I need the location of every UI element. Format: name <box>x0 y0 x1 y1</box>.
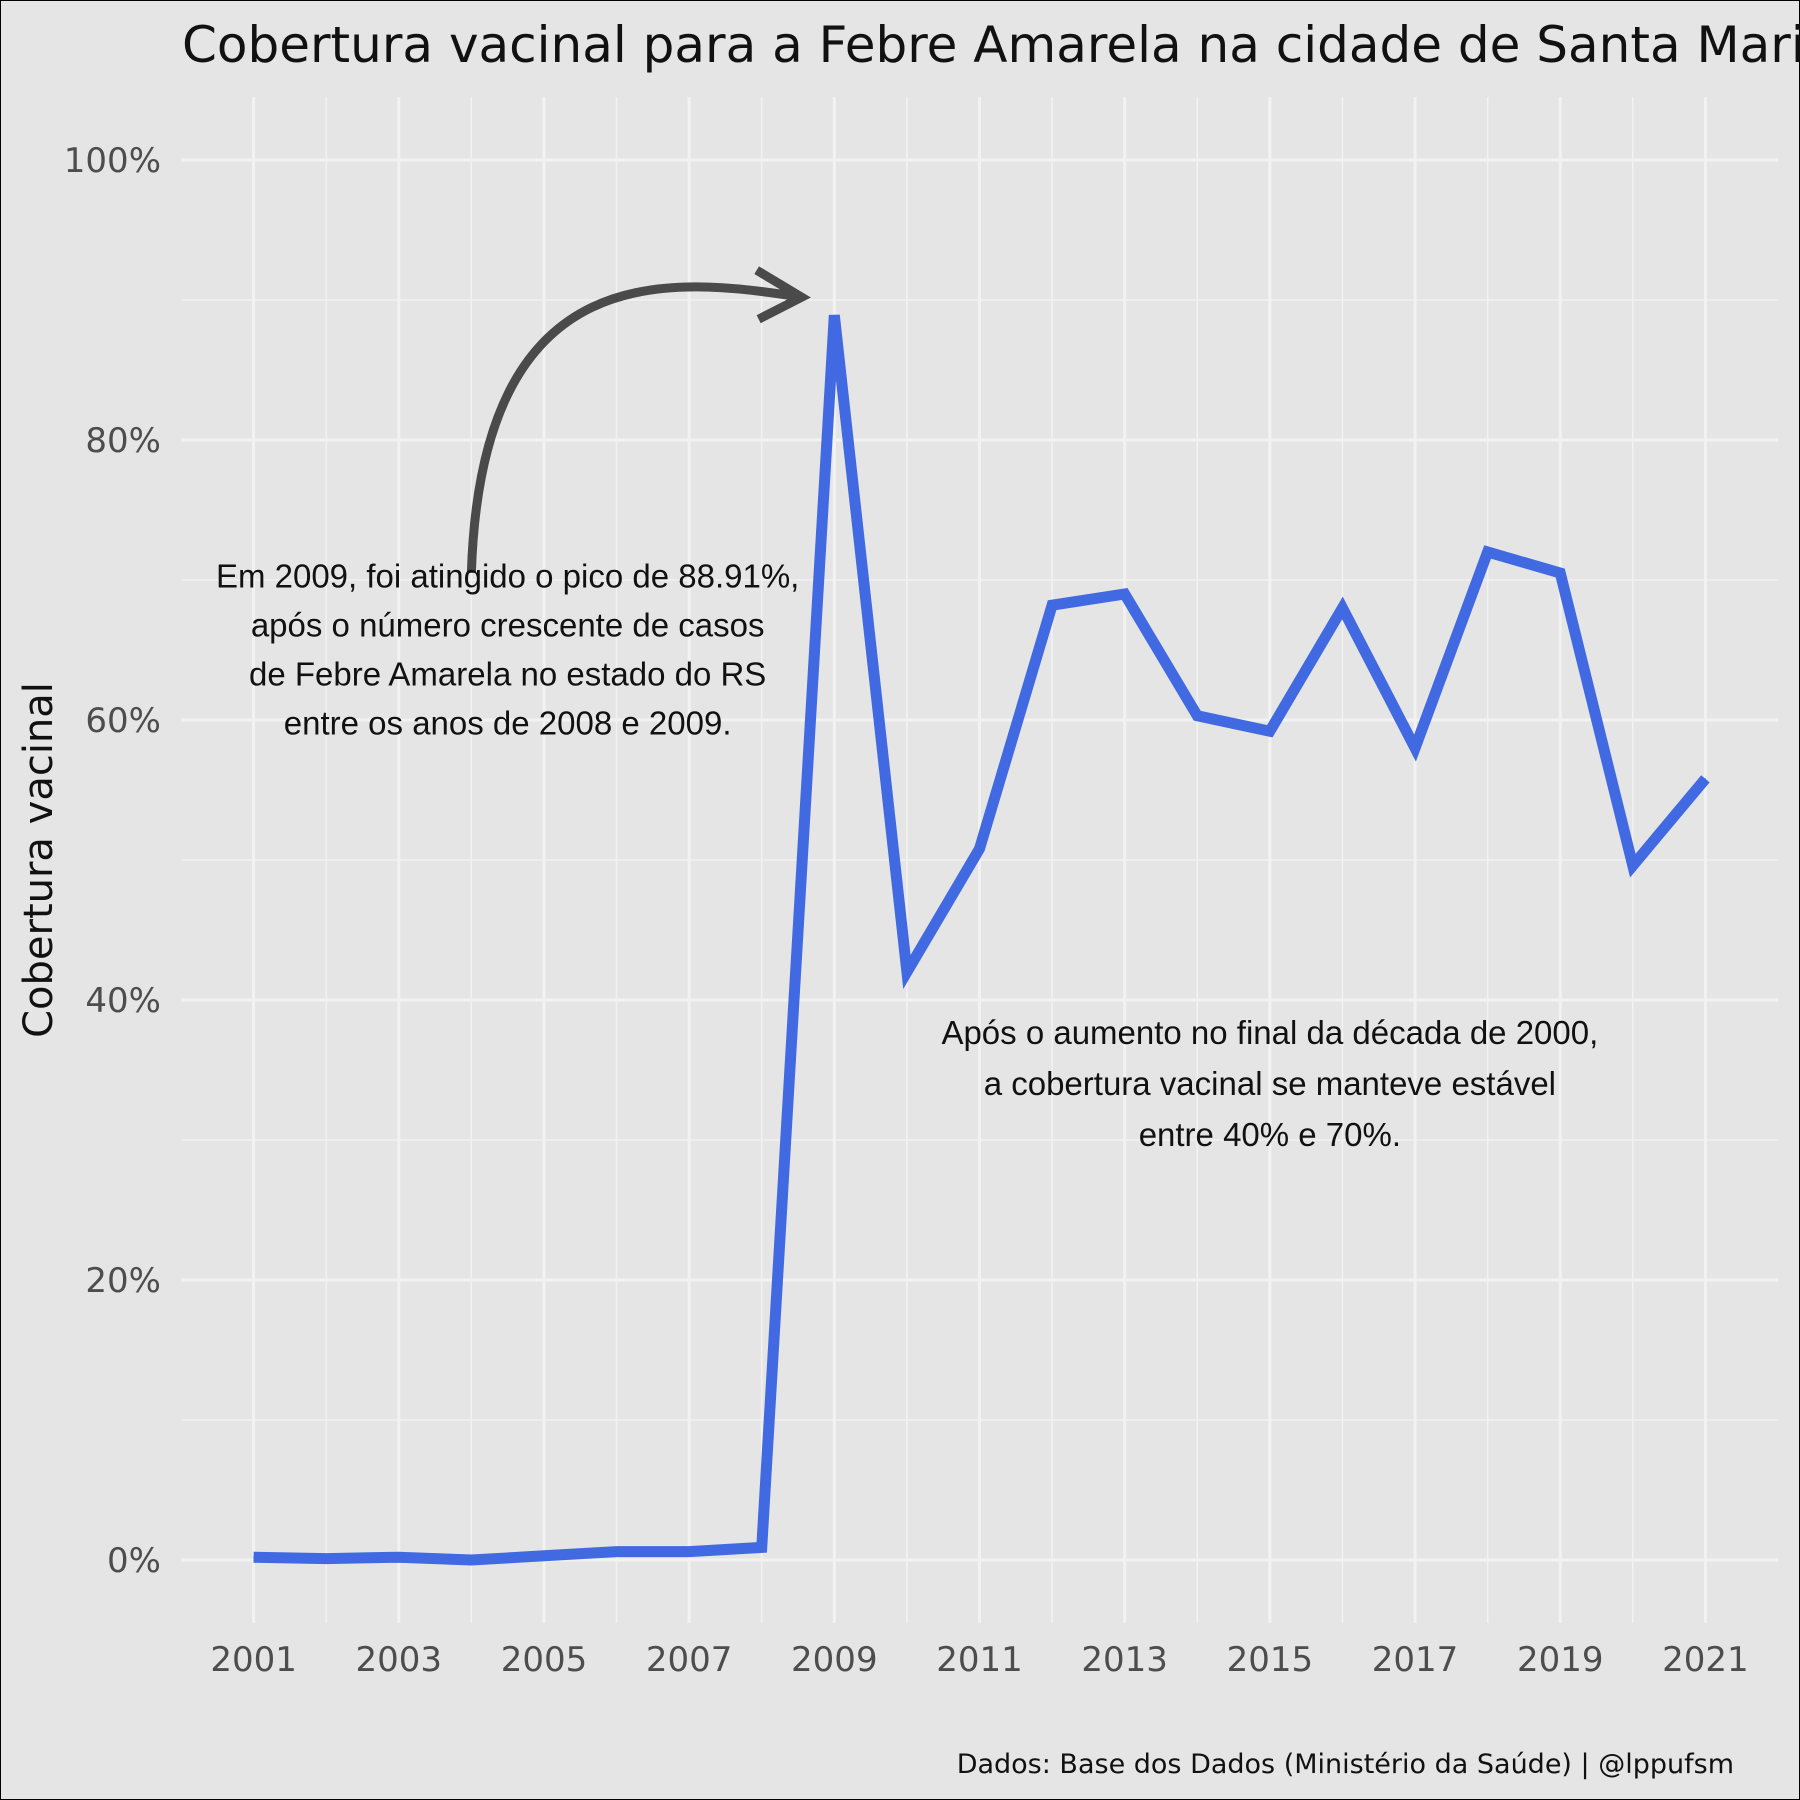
data-point <box>1632 865 1634 867</box>
data-point <box>325 1558 327 1560</box>
y-tick-label: 40% <box>85 981 161 1021</box>
data-point <box>688 1551 690 1553</box>
arrow-shaft <box>466 282 803 574</box>
annotation-text: entre 40% e 70%. <box>1139 1116 1401 1153</box>
y-tick-label: 80% <box>85 421 161 461</box>
arrow-head <box>754 266 811 324</box>
y-tick-label: 100% <box>64 141 161 181</box>
data-point <box>1704 778 1706 780</box>
x-tick-label: 2015 <box>1227 1640 1314 1680</box>
annotation-text: de Febre Amarela no estado do RS <box>249 656 766 693</box>
data-point <box>1487 551 1489 553</box>
x-tick-label: 2003 <box>356 1640 443 1680</box>
x-axis: 2001 2003 2005 2007 2009 2011 2013 2015 2017 2019… <box>210 1640 1748 1680</box>
data-point <box>1196 715 1198 717</box>
chart-title: Cobertura vacinal para a Febre Amarela n… <box>182 16 1800 74</box>
data-point <box>398 1556 400 1558</box>
data-point <box>979 848 980 850</box>
y-axis-label: Cobertura vacinal <box>16 682 62 1038</box>
data-point <box>543 1555 545 1557</box>
data-point <box>253 1556 255 1558</box>
chart-caption: Dados: Base dos Dados (Ministério da Saú… <box>957 1749 1734 1780</box>
x-tick-label: 2007 <box>646 1640 733 1680</box>
data-point <box>906 971 908 973</box>
data-point <box>616 1551 618 1553</box>
y-tick-label: 0% <box>107 1541 161 1581</box>
series <box>253 314 1710 1566</box>
x-tick-label: 2021 <box>1662 1640 1749 1680</box>
y-tick-label: 60% <box>85 701 161 741</box>
annotation-text: a cobertura vacinal se manteve estável <box>984 1065 1556 1102</box>
data-point <box>1341 607 1343 609</box>
data-point <box>761 1546 763 1548</box>
x-tick-label: 2019 <box>1517 1640 1604 1680</box>
data-point <box>1051 604 1053 606</box>
y-tick-label: 20% <box>85 1261 161 1301</box>
annotation-text: Em 2009, foi atingido o pico de 88.91%, <box>216 558 799 595</box>
x-tick-label: 2011 <box>936 1640 1023 1680</box>
annotation-text: entre os anos de 2008 e 2009. <box>284 705 732 742</box>
annotation-text: Após o aumento no final da década de 200… <box>941 1014 1598 1051</box>
annotation-text: após o número crescente de casos <box>251 607 765 644</box>
data-point <box>1124 593 1126 595</box>
y-axis: 0% 20% 40% 60% 80% 100% <box>64 141 161 1581</box>
x-tick-label: 2017 <box>1372 1640 1459 1680</box>
data-point <box>1414 747 1416 749</box>
data-point <box>470 1559 472 1561</box>
x-tick-label: 2005 <box>501 1640 588 1680</box>
grid <box>181 97 1778 1623</box>
data-point <box>1559 572 1561 574</box>
x-tick-label: 2009 <box>791 1640 878 1680</box>
data-point <box>1269 730 1271 732</box>
x-tick-label: 2013 <box>1081 1640 1168 1680</box>
annotation-arrow <box>466 266 811 574</box>
annotations: Em 2009, foi atingido o pico de 88.91%, a… <box>216 558 1598 1154</box>
x-tick-label: 2001 <box>210 1640 297 1680</box>
data-point <box>833 314 835 316</box>
